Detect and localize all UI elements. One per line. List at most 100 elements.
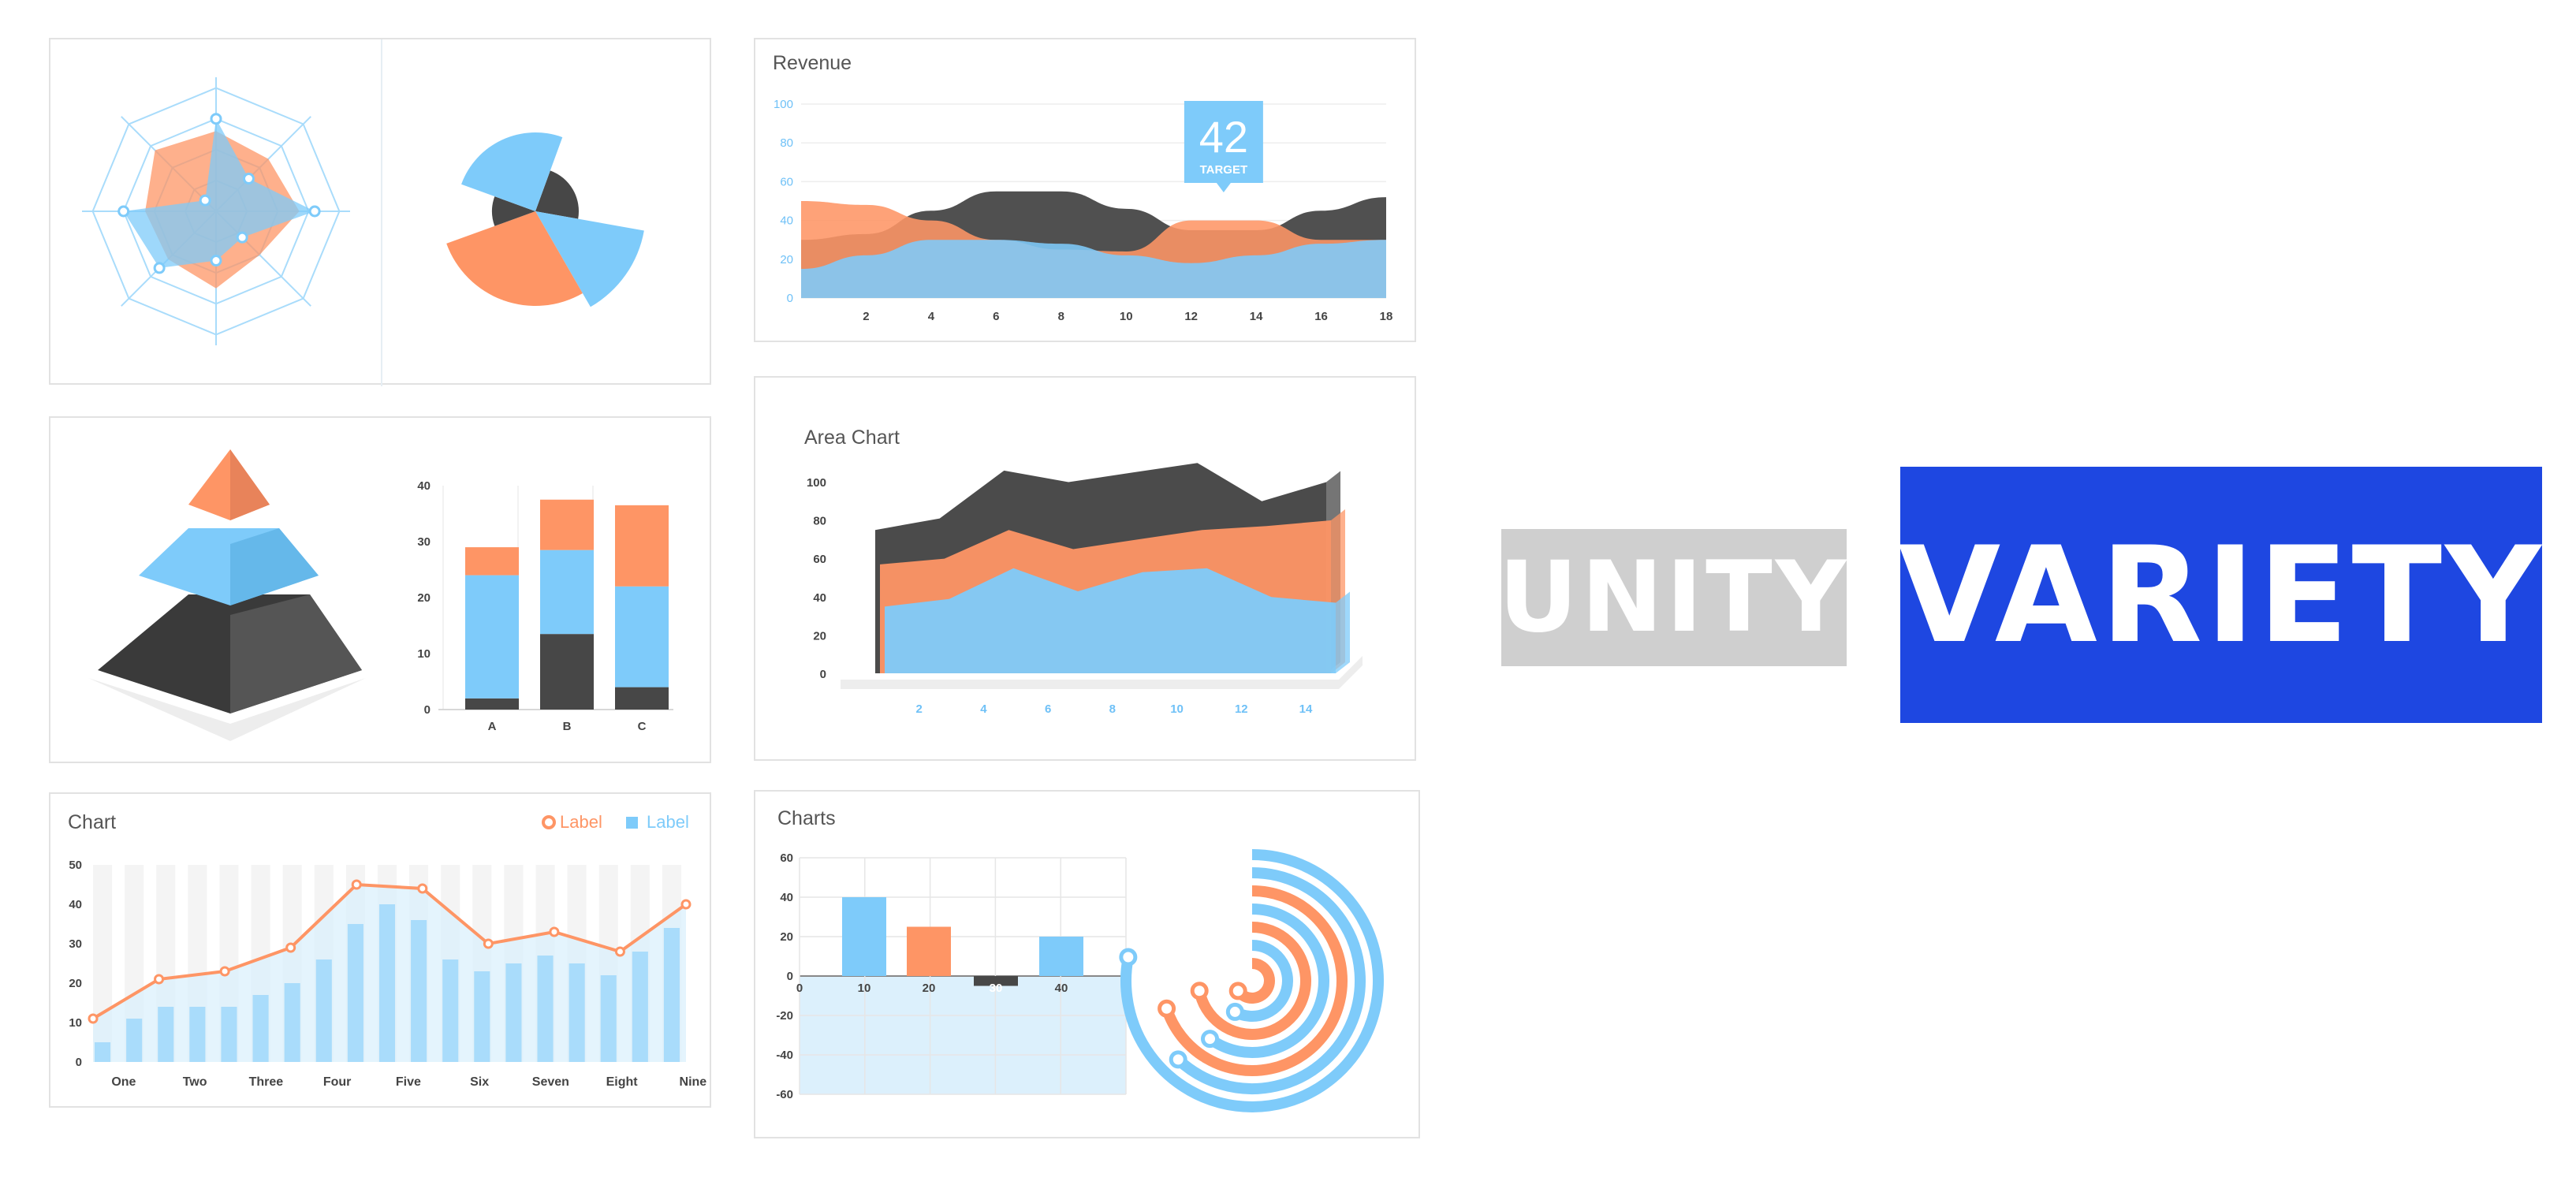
pyramid-level-orange — [188, 449, 270, 520]
barline-x-tick: Four — [323, 1075, 352, 1089]
area3d-y-tick: 20 — [813, 629, 826, 643]
area3d-floor — [841, 656, 1363, 689]
barline-bar — [284, 983, 300, 1062]
revenue-y-tick: 40 — [780, 214, 793, 228]
bar-y-tick: -60 — [776, 1088, 793, 1101]
revenue-x-tick: 4 — [928, 310, 935, 323]
radial-ring-end — [1201, 1030, 1220, 1049]
variety-text: VARIETY — [1898, 517, 2544, 673]
revenue-title: Revenue — [773, 52, 852, 74]
revenue-x-tick: 16 — [1314, 310, 1328, 323]
revenue-y-tick: 80 — [780, 136, 793, 150]
rose-slice-blue — [535, 211, 644, 307]
radar-point — [199, 194, 211, 207]
barline-point — [88, 1013, 99, 1024]
barline-x-tick: Seven — [532, 1075, 569, 1089]
barline-bar — [600, 975, 617, 1062]
barline-bar — [663, 928, 680, 1062]
barline-point — [549, 926, 560, 937]
stack-y-tick: 10 — [417, 647, 431, 661]
bar-y-tick: -40 — [776, 1049, 793, 1062]
revenue-x-tick: 8 — [1058, 310, 1064, 323]
revenue-x-tick: 6 — [993, 310, 999, 323]
unity-text: UNITY — [1498, 541, 1850, 654]
area-3d-chart: 0 20 40 60 80 100 2 4 6 8 10 12 14 — [807, 463, 1363, 716]
area3d-x-tick: 8 — [1109, 702, 1116, 716]
barline-bar — [505, 963, 522, 1062]
radial-ring-blue — [1120, 849, 1384, 1112]
barline-x-tick: Six — [470, 1075, 489, 1089]
radial-ring-blue — [1174, 867, 1366, 1094]
radar-point — [308, 205, 321, 218]
area3d-series-blue — [885, 568, 1336, 673]
radar-pie-chart — [82, 39, 644, 386]
revenue-area-blue — [801, 240, 1386, 298]
barline-line — [91, 882, 688, 1020]
revenue-y-tick: 0 — [787, 292, 793, 305]
barline-y-tick: 30 — [69, 937, 82, 951]
barline-x-tick: Two — [183, 1075, 207, 1089]
stack-bar-segment-orange — [465, 547, 519, 576]
bar-radial-chart: 60 40 20 0 -20 -40 -60 0 10 20 30 40 — [776, 849, 1384, 1112]
radial-ring-blue — [1206, 904, 1329, 1058]
bar-y-tick: 40 — [780, 891, 793, 904]
radial-ring-end — [1169, 1050, 1187, 1069]
barline-bar — [189, 1007, 206, 1062]
area-chart-title: Area Chart — [804, 427, 900, 449]
stack-y-tick: 20 — [417, 591, 431, 605]
radar-point — [117, 205, 130, 218]
barline-x-tick: Three — [249, 1075, 284, 1089]
bar-30 — [974, 976, 1018, 986]
rose-slice-dark — [492, 196, 535, 226]
area3d-x-tick: 14 — [1299, 702, 1313, 716]
bar-line-title: Chart — [68, 811, 117, 833]
bar-x-tick: 10 — [858, 982, 871, 995]
barline-y-tick: 20 — [69, 977, 82, 990]
bar-x-origin: 0 — [796, 982, 803, 995]
revenue-x-tick: 14 — [1250, 310, 1263, 323]
revenue-x-tick: 18 — [1380, 310, 1393, 323]
area3d-x-tick: 10 — [1170, 702, 1184, 716]
stack-x-tick: C — [638, 720, 647, 733]
pyramid-shadow — [88, 678, 366, 741]
radial-ring-orange — [1161, 885, 1348, 1076]
stack-y-tick: 30 — [417, 535, 431, 549]
target-value: 42 — [1199, 112, 1248, 162]
stack-bar-segment-blue — [615, 586, 669, 687]
area3d-x-tick: 4 — [980, 702, 987, 716]
stack-y-tick: 0 — [424, 703, 431, 717]
radial-ring-end — [1228, 982, 1247, 1000]
area3d-y-tick: 60 — [813, 553, 826, 566]
barline-x-tick: Nine — [680, 1075, 707, 1089]
bar-y-tick: -20 — [776, 1009, 793, 1023]
stack-y-tick: 40 — [417, 479, 431, 493]
radar-point — [210, 113, 222, 125]
area-chart-panel: Area Chart 0 20 40 60 80 100 2 4 6 8 10 12 14 — [754, 376, 1416, 761]
pyramid-bar-chart: 0 10 20 30 40 A B C — [88, 449, 673, 741]
stack-bar-segment-blue — [465, 575, 519, 699]
radar-pie-panel — [49, 38, 711, 386]
area3d-y-tick: 100 — [807, 476, 826, 490]
stack-x-tick: B — [563, 720, 572, 733]
revenue-x-tick: 10 — [1120, 310, 1133, 323]
bar-y-tick: 0 — [787, 970, 793, 983]
stack-bar-segment-dark — [465, 698, 519, 710]
area3d-y-tick: 0 — [820, 668, 826, 681]
stack-bar-segment-dark — [615, 687, 669, 710]
variety-badge: VARIETY — [1898, 467, 2544, 723]
stack-x-tick: A — [488, 720, 497, 733]
barline-point — [483, 938, 494, 949]
rose-slice-blue — [461, 132, 563, 211]
rose-slice-orange — [446, 211, 583, 307]
barline-x-tick: Five — [396, 1075, 421, 1089]
revenue-panel: Revenue 0 20 40 60 80 100 2 4 6 8 10 12 14 16 18 42 TARG… — [754, 38, 1416, 342]
legend-marker-blue — [626, 817, 638, 829]
area3d-y-tick: 80 — [813, 515, 826, 528]
barline-bar — [378, 904, 396, 1062]
radial-ring-end — [1225, 1002, 1244, 1021]
barline-bar — [347, 924, 363, 1062]
pyramid-level-face — [230, 594, 362, 714]
barline-point — [351, 879, 362, 890]
area3d-x-tick: 12 — [1235, 702, 1248, 716]
stack-bar-segment-blue — [540, 550, 594, 635]
